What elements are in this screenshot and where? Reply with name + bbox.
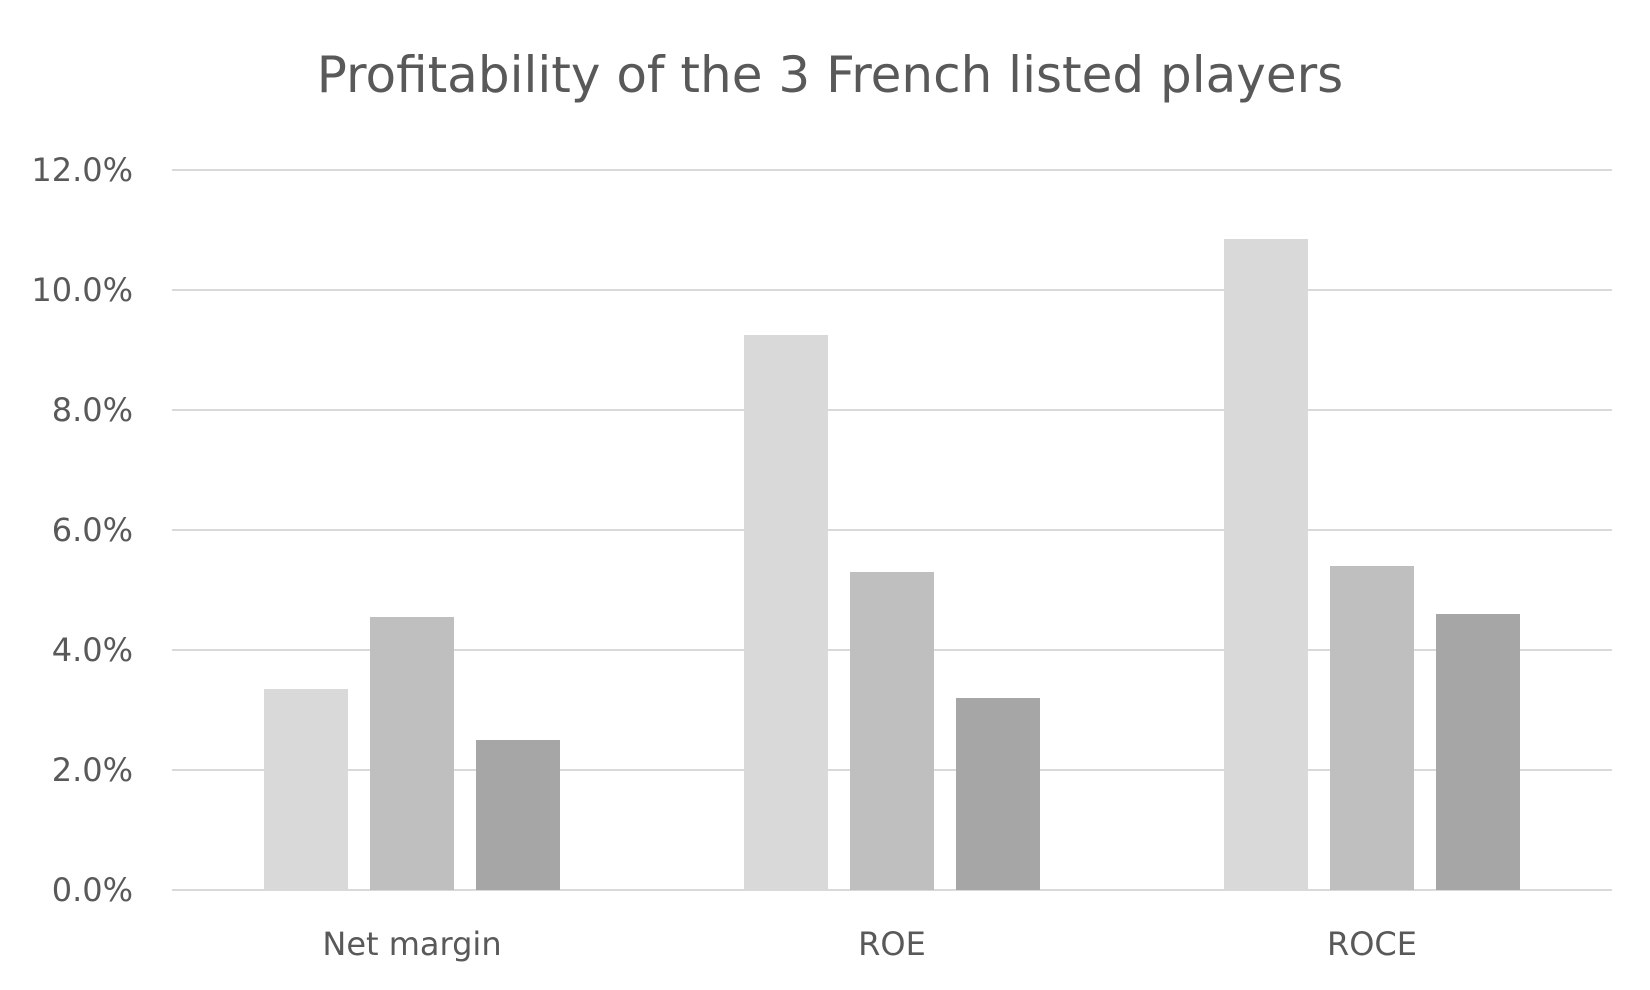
bar-series-3-net-margin	[476, 740, 560, 890]
y-axis-ticks: 0.0% 2.0% 4.0% 6.0% 8.0% 10.0% 12.0%	[31, 151, 133, 909]
bar-series-2-roce	[1330, 566, 1414, 890]
bar-series-1-net-margin	[264, 689, 348, 890]
y-tick-label: 12.0%	[31, 151, 133, 189]
y-tick-label: 2.0%	[52, 751, 133, 789]
bar-series-3-roe	[956, 698, 1040, 890]
bar-series-1-roe	[744, 335, 828, 890]
y-tick-label: 4.0%	[52, 631, 133, 669]
bar-series-2-net-margin	[370, 617, 454, 890]
y-tick-label: 0.0%	[52, 871, 133, 909]
x-category-label: Net margin	[322, 925, 501, 963]
bars	[264, 239, 1520, 890]
y-tick-label: 6.0%	[52, 511, 133, 549]
y-tick-label: 10.0%	[31, 271, 133, 309]
x-axis-categories: Net margin ROE ROCE	[322, 925, 1417, 963]
bar-series-3-roce	[1436, 614, 1520, 890]
bar-series-2-roe	[850, 572, 934, 890]
chart-title: Profitability of the 3 French listed pla…	[317, 46, 1343, 104]
x-category-label: ROCE	[1327, 925, 1417, 963]
x-category-label: ROE	[858, 925, 926, 963]
bar-series-1-roce	[1224, 239, 1308, 890]
y-tick-label: 8.0%	[52, 391, 133, 429]
